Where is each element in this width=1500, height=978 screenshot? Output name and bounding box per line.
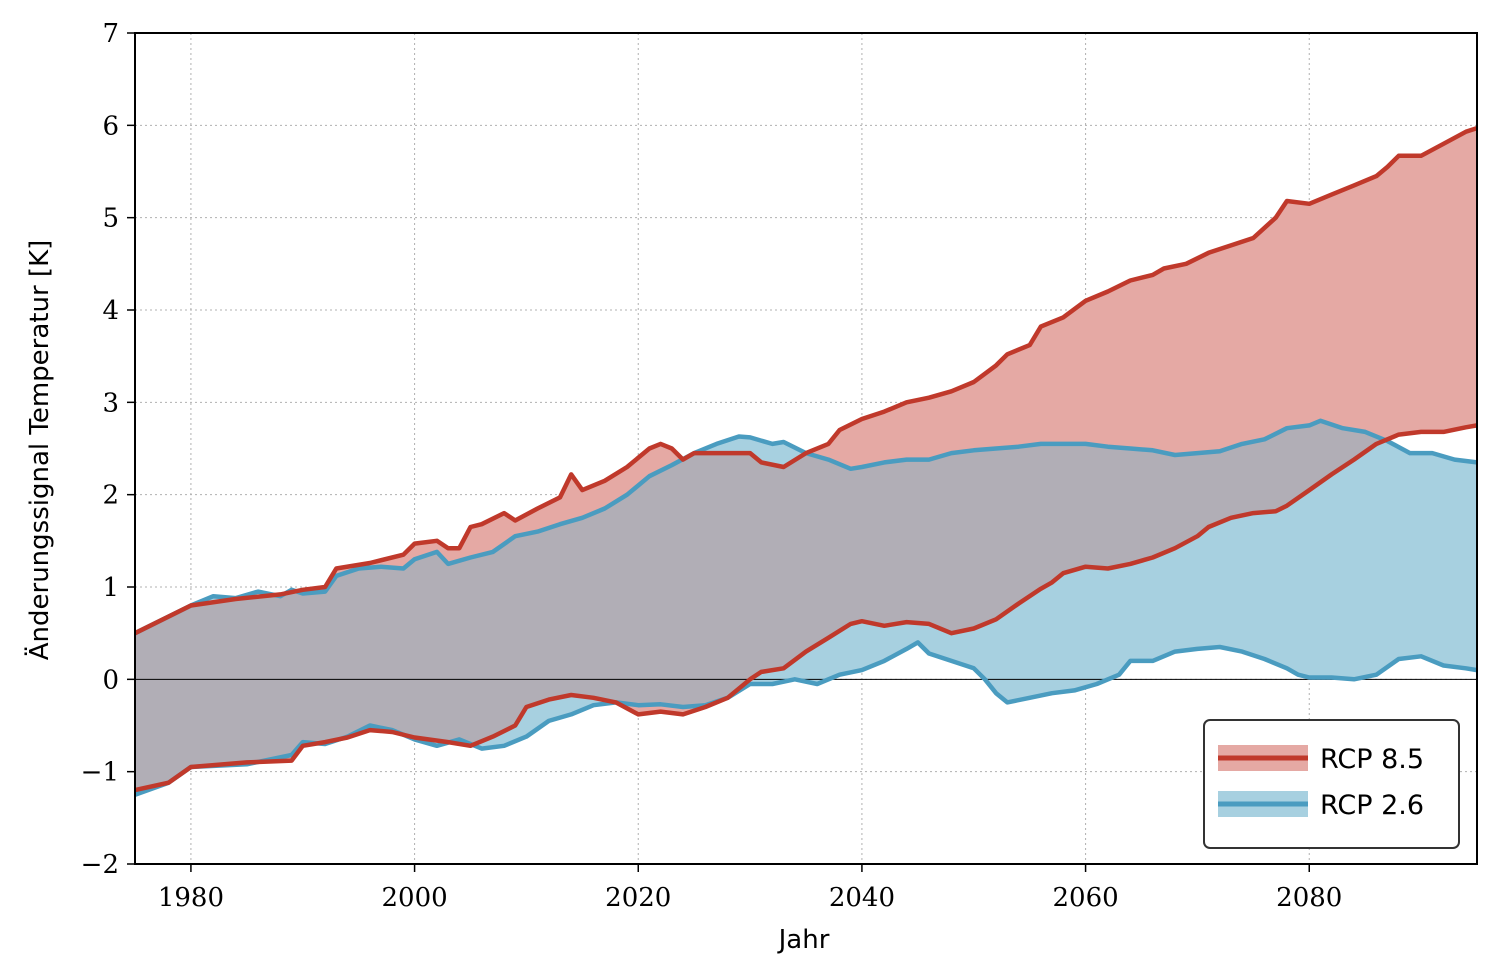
legend-label-rcp85: RCP 8.5 — [1320, 744, 1424, 775]
line-rcp85-lower — [134, 423, 1478, 793]
x-tick-label: 2060 — [1052, 883, 1118, 913]
y-tick-label: 2 — [102, 481, 119, 511]
x-axis-label: Jahr — [777, 925, 830, 955]
y-tick-label: −2 — [81, 850, 119, 880]
y-tick-label: −1 — [81, 758, 119, 788]
x-tick-label: 2040 — [829, 883, 895, 913]
uncertainty-bands — [135, 128, 1477, 795]
x-tick-label: 2000 — [381, 883, 447, 913]
y-tick-label: 4 — [102, 296, 119, 326]
y-tick-label: 3 — [102, 388, 119, 418]
legend-label-rcp26: RCP 2.6 — [1320, 790, 1424, 821]
y-tick-label: 6 — [102, 111, 119, 141]
axes: 1980 2000 2020 2040 2060 2080 −2 −1 0 1 2 3 4 5 6 7 — [81, 19, 1478, 913]
y-tick-label: 7 — [102, 19, 119, 49]
band-overlap — [135, 420, 1477, 791]
y-tick-label: 1 — [102, 573, 119, 603]
y-tick-label: 0 — [102, 665, 119, 695]
line-rcp26-upper — [134, 418, 1478, 636]
y-tick-label: 5 — [102, 204, 119, 234]
x-tick-label: 2020 — [605, 883, 671, 913]
x-tick-label: 2080 — [1276, 883, 1342, 913]
y-axis-label: Änderungssignal Temperatur [K] — [23, 240, 55, 661]
line-rcp26-lower — [134, 640, 1478, 797]
plot-frame — [134, 32, 1478, 865]
legend: RCP 8.5 RCP 2.6 — [1203, 719, 1460, 849]
line-rcp85-upper — [134, 125, 1478, 636]
legend-box — [1203, 719, 1460, 849]
series-lines — [134, 125, 1478, 797]
x-tick-label: 1980 — [158, 883, 224, 913]
